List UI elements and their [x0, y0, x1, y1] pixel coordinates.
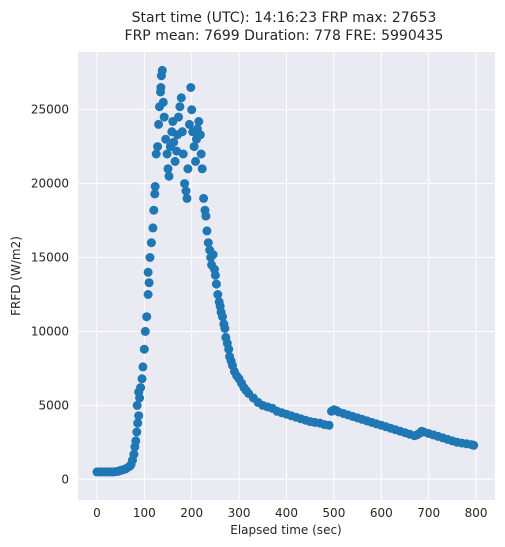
scatter-point — [208, 250, 218, 260]
y-tick-label: 25000 — [31, 103, 69, 117]
scatter-point — [158, 97, 168, 107]
scatter-point — [175, 102, 185, 112]
scatter-point — [195, 130, 205, 140]
x-tick-label: 300 — [228, 506, 251, 520]
scatter-point — [133, 418, 143, 428]
scatter-point — [150, 189, 160, 199]
scatter-point — [178, 149, 188, 159]
scatter-point — [153, 142, 163, 152]
scatter-point — [146, 238, 156, 248]
y-tick-label: 5000 — [38, 398, 69, 412]
chart-title-line-2: FRP mean: 7699 Duration: 778 FRE: 599043… — [125, 28, 444, 44]
scatter-point — [129, 449, 139, 459]
scatter-point — [149, 205, 159, 215]
scatter-point — [324, 420, 334, 430]
scatter-point — [201, 211, 211, 221]
x-tick-label: 200 — [180, 506, 203, 520]
scatter-point — [162, 149, 172, 159]
scatter-point — [181, 186, 191, 196]
x-axis-label: Elapsed time (sec) — [230, 523, 341, 537]
scatter-point — [169, 137, 179, 147]
scatter-point — [157, 65, 167, 75]
scatter-point — [211, 279, 221, 289]
scatter-point — [220, 324, 230, 333]
y-tick-label: 15000 — [31, 251, 69, 265]
scatter-point — [199, 193, 209, 203]
scatter-point — [218, 312, 227, 322]
scatter-point — [136, 383, 146, 393]
scatter-point — [142, 312, 152, 322]
scatter-point — [187, 105, 197, 115]
scatter-point — [202, 226, 212, 236]
scatter-point — [191, 156, 200, 166]
scatter-point — [184, 119, 194, 129]
scatter-point — [182, 193, 192, 203]
scatter-point — [148, 223, 158, 233]
scatter-point — [213, 290, 223, 299]
scatter-point — [224, 344, 234, 354]
y-axis-label: FRFD (W/m2) — [9, 236, 23, 316]
scatter-point — [132, 427, 142, 437]
scatter-point — [469, 440, 479, 450]
scatter-point — [164, 171, 174, 181]
scatter-points — [92, 65, 479, 477]
scatter-point — [132, 400, 142, 410]
scatter-point — [210, 270, 220, 280]
scatter-point — [145, 253, 155, 262]
scatter-point — [161, 134, 171, 144]
x-tick-label: 800 — [465, 506, 488, 520]
scatter-point — [131, 436, 141, 446]
scatter-point — [194, 117, 204, 126]
scatter-point — [156, 83, 166, 92]
x-tick-labels: 0 100 200 300 400 500 600 700 800 — [93, 506, 487, 520]
scatter-point — [144, 278, 154, 288]
y-tick-label: 20000 — [31, 177, 69, 191]
scatter-point — [159, 112, 169, 122]
scatter-point — [137, 374, 147, 384]
x-tick-label: 100 — [133, 506, 156, 520]
x-tick-label: 600 — [370, 506, 393, 520]
scatter-point — [203, 238, 213, 248]
scatter-point — [174, 112, 183, 122]
scatter-point — [134, 411, 144, 421]
y-tick-label: 10000 — [31, 324, 69, 338]
scatter-point — [140, 326, 150, 336]
scatter-point — [177, 127, 187, 137]
y-tick-label: 0 — [61, 472, 69, 486]
chart-title-line-1: Start time (UTC): 14:16:23 FRP max: 2765… — [132, 10, 437, 26]
scatter-point — [176, 93, 186, 103]
scatter-point — [143, 290, 153, 299]
scatter-point — [163, 164, 173, 174]
scatter-point — [139, 344, 149, 354]
scatter-point — [151, 149, 161, 159]
scatter-point — [150, 182, 160, 191]
scatter-point — [196, 149, 206, 159]
scatter-point — [186, 83, 196, 92]
x-tick-label: 400 — [275, 506, 298, 520]
x-tick-label: 500 — [322, 506, 345, 520]
scatter-point — [138, 362, 148, 372]
x-tick-label: 0 — [93, 506, 101, 520]
y-tick-labels: 0 5000 10000 15000 20000 25000 — [31, 103, 69, 487]
scatter-point — [180, 179, 190, 189]
scatter-point — [197, 164, 207, 174]
scatter-point — [154, 119, 164, 129]
x-tick-label: 700 — [417, 506, 440, 520]
scatter-point — [189, 142, 199, 152]
scatter-point — [170, 156, 180, 166]
scatter-point — [183, 164, 193, 174]
scatter-point — [143, 267, 153, 277]
